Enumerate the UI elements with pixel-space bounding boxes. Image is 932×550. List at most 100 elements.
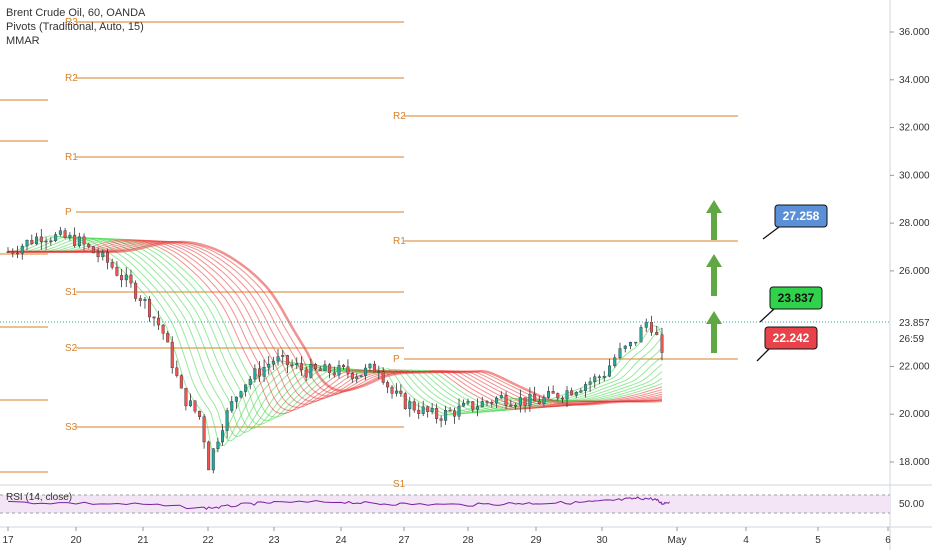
price-axis[interactable]: 36.000 34.000 32.000 30.000 28.000 26.000 22.0…	[890, 27, 932, 468]
callout-value: 22.242	[773, 331, 810, 345]
pivot-label: R3	[65, 17, 78, 28]
candle-body	[281, 355, 285, 357]
candle-body	[147, 299, 151, 318]
price-tick-label: 36.000	[899, 27, 930, 38]
candle-body	[161, 324, 165, 334]
candle-body	[523, 397, 527, 406]
candle-body	[430, 408, 434, 412]
candle-body	[234, 396, 238, 402]
candle-body	[152, 316, 156, 319]
candle-body	[560, 397, 564, 400]
candle-body	[30, 239, 34, 245]
pivot-label: R1	[65, 152, 78, 163]
time-axis[interactable]: 17 20 21 22 23 24 27 28 29 30 May 4 5 6	[2, 527, 891, 546]
candle-body	[579, 390, 583, 393]
legend-mmar[interactable]: MMAR	[6, 35, 40, 47]
candle-body	[276, 356, 280, 362]
legend-symbol[interactable]: Brent Crude Oil, 60, OANDA	[6, 7, 146, 19]
candle-body	[11, 251, 15, 254]
candle-body	[350, 373, 354, 379]
candle-body	[542, 397, 546, 405]
candle-body	[509, 405, 513, 407]
candle-body	[202, 416, 206, 443]
candle-body	[6, 251, 10, 253]
candle-body	[184, 388, 188, 407]
ribbon-line	[8, 235, 663, 453]
candle-body	[332, 372, 336, 376]
candle-body	[504, 395, 508, 406]
candle-body	[377, 371, 381, 373]
candle-body	[304, 369, 308, 378]
candle-body	[129, 274, 133, 284]
candle-body	[593, 376, 597, 382]
time-tick-label: May	[668, 535, 687, 546]
candle-body	[533, 394, 537, 402]
candle-body	[457, 405, 461, 417]
candle-body	[314, 363, 318, 369]
up-arrow-icon	[706, 254, 722, 296]
pivot-label: P	[393, 354, 400, 365]
candle-body	[368, 363, 372, 369]
candle-body	[101, 252, 105, 258]
candle-body	[271, 360, 275, 365]
time-tick-label: 23	[268, 535, 280, 546]
candle-body	[225, 410, 229, 431]
pivot-label: R2	[393, 111, 406, 122]
candle-body	[639, 327, 643, 343]
time-tick-label: 22	[202, 535, 214, 546]
pivot-label: P	[65, 207, 72, 218]
candle-body	[448, 410, 452, 412]
candle-body	[299, 363, 303, 371]
candle-body	[439, 418, 443, 421]
pivot-label: S1	[393, 479, 406, 490]
rsi-legend[interactable]: RSI (14, close)	[6, 492, 73, 503]
price-tick-label: 20.000	[899, 409, 930, 420]
chart-legend: Brent Crude Oil, 60, OANDA Pivots (Tradi…	[6, 6, 145, 48]
candle-body	[328, 364, 332, 374]
candle-body	[318, 368, 322, 372]
candle-body	[179, 375, 183, 389]
candle-body	[188, 400, 192, 407]
time-tick-label: 24	[335, 535, 347, 546]
candle-body	[244, 384, 248, 392]
candle-body	[480, 401, 484, 407]
callout-pointer	[759, 308, 775, 323]
candle-body	[634, 341, 638, 344]
candle-body	[485, 401, 489, 403]
candle-body	[655, 332, 659, 335]
ribbon-line	[8, 241, 663, 406]
legend-pivots[interactable]: Pivots (Traditional, Auto, 15)	[6, 21, 144, 33]
callout-box	[769, 286, 823, 310]
candle-body	[495, 397, 499, 404]
candle-body	[588, 381, 592, 385]
candle-body	[198, 410, 202, 417]
pivot-lines: R3 R2 R1 P S1 S2 S3 R2 R1 P S1	[0, 17, 738, 490]
axis-tag	[893, 331, 932, 345]
ribbon-line	[8, 240, 663, 406]
candle-body	[435, 408, 439, 419]
axis-tag-label: 23.857	[899, 318, 930, 329]
candle-body	[514, 405, 518, 407]
candle-body	[394, 390, 398, 394]
candle-body	[499, 395, 503, 399]
mmar-ribbon	[8, 235, 663, 453]
candle-body	[309, 363, 313, 378]
candle-body	[230, 401, 234, 411]
candle-body	[408, 401, 412, 409]
candle-body	[120, 275, 124, 281]
candle-body	[166, 333, 170, 343]
candle-body	[490, 402, 494, 404]
candle-body	[35, 236, 39, 245]
ribbon-line	[8, 239, 663, 409]
candle-body	[453, 410, 457, 417]
candle-body	[138, 298, 142, 301]
candle-body	[262, 366, 266, 377]
candle-body	[608, 365, 612, 377]
candle-body	[556, 393, 560, 399]
axis-tag	[893, 315, 932, 330]
candle-body	[421, 406, 425, 414]
candle-body	[290, 364, 294, 367]
candle-body	[77, 236, 81, 246]
callout-value: 23.837	[778, 291, 815, 305]
